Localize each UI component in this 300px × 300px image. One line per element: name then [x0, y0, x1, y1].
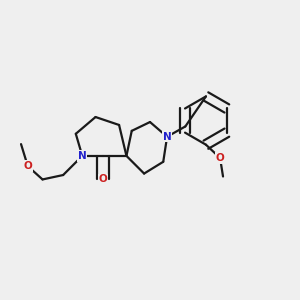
Text: O: O — [216, 153, 224, 163]
Text: N: N — [78, 151, 87, 161]
Text: O: O — [98, 174, 107, 184]
Text: N: N — [163, 132, 172, 142]
Text: O: O — [23, 161, 32, 171]
